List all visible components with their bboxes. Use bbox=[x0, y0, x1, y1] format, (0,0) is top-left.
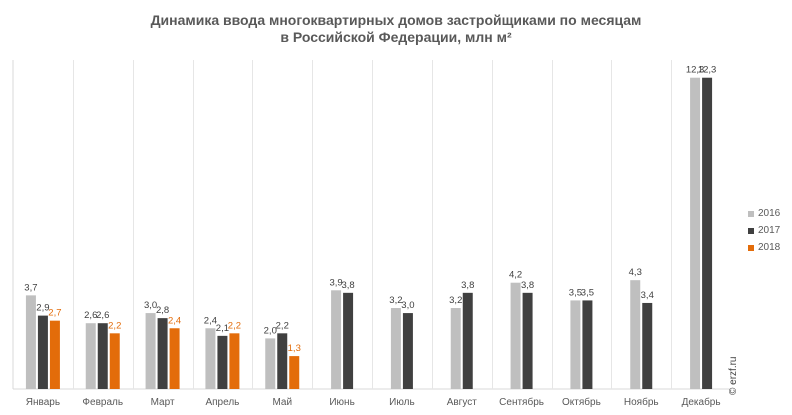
bar-2016-12 bbox=[690, 77, 701, 389]
data-label-2017-9: 3,8 bbox=[521, 280, 534, 291]
legend-label-2018: 2018 bbox=[758, 242, 781, 253]
x-tick-label: Декабрь bbox=[682, 396, 721, 408]
chart-legend: 2016 2017 2018 bbox=[748, 205, 780, 256]
data-label-2016-9: 4,2 bbox=[509, 270, 522, 281]
data-label-2017-8: 3,8 bbox=[461, 280, 474, 291]
data-label-2017-5: 2,2 bbox=[276, 320, 289, 331]
bar-2016-2 bbox=[85, 323, 96, 389]
data-label-2016-8: 3,2 bbox=[449, 295, 462, 306]
bar-2016-4 bbox=[205, 328, 216, 389]
data-label-2018-5: 1,3 bbox=[288, 343, 301, 354]
chart-title: Динамика ввода многоквартирных домов зас… bbox=[0, 12, 792, 46]
bar-2017-12 bbox=[702, 77, 713, 389]
bar-2016-9 bbox=[510, 282, 521, 389]
bar-2017-3 bbox=[157, 318, 168, 389]
bar-2017-1 bbox=[37, 315, 48, 389]
legend-item-2018: 2018 bbox=[748, 239, 780, 256]
x-tick-label: Апрель bbox=[205, 397, 239, 408]
data-label-2016-3: 3,0 bbox=[144, 300, 157, 311]
bar-2018-4 bbox=[229, 333, 240, 389]
data-label-2017-4: 2,1 bbox=[216, 323, 229, 334]
bar-2016-11 bbox=[630, 280, 641, 389]
legend-item-2017: 2017 bbox=[748, 222, 780, 239]
data-label-2017-12: 12,3 bbox=[698, 65, 717, 76]
bar-2017-8 bbox=[462, 292, 473, 389]
x-tick-label: Июнь bbox=[329, 397, 354, 408]
data-label-2017-1: 2,9 bbox=[36, 303, 49, 314]
x-tick-label: Январь bbox=[26, 397, 60, 408]
data-label-2018-2: 2,2 bbox=[108, 320, 121, 331]
legend-label-2016: 2016 bbox=[758, 208, 781, 219]
bar-2018-2 bbox=[109, 333, 120, 389]
bar-2016-3 bbox=[145, 313, 156, 389]
data-label-2017-7: 3,0 bbox=[401, 300, 414, 311]
x-tick-label: Август bbox=[447, 397, 478, 408]
chart-title-line-1: Динамика ввода многоквартирных домов зас… bbox=[150, 12, 642, 28]
bar-2018-3 bbox=[169, 328, 180, 389]
chart-title-line-2: в Российской Федерации, млн м² bbox=[280, 29, 512, 45]
data-label-2017-6: 3,8 bbox=[341, 280, 354, 291]
data-label-2018-3: 2,4 bbox=[168, 315, 181, 326]
bar-2018-1 bbox=[49, 320, 60, 389]
bar-2016-1 bbox=[25, 295, 36, 389]
x-tick-label: Февраль bbox=[82, 397, 123, 408]
bar-2018-5 bbox=[289, 356, 300, 389]
x-tick-label: Март bbox=[151, 397, 175, 408]
data-label-2016-5: 2,0 bbox=[264, 325, 277, 336]
watermark: © erzf.ru bbox=[728, 356, 739, 396]
bar-2017-4 bbox=[217, 335, 228, 389]
data-label-2016-7: 3,2 bbox=[389, 295, 402, 306]
legend-item-2016: 2016 bbox=[748, 205, 780, 222]
x-tick-label: Май bbox=[272, 397, 292, 408]
bar-2017-7 bbox=[402, 313, 413, 389]
data-label-2016-12: 12,3 bbox=[686, 65, 705, 76]
bar-2017-9 bbox=[522, 292, 533, 389]
data-label-2018-1: 2,7 bbox=[48, 308, 61, 319]
data-label-2018-4: 2,2 bbox=[228, 320, 241, 331]
bar-2017-5 bbox=[277, 333, 288, 389]
bar-2016-5 bbox=[265, 338, 276, 389]
x-tick-label: Июль bbox=[389, 397, 415, 408]
data-label-2016-1: 3,7 bbox=[24, 282, 37, 293]
x-tick-label: Ноябрь bbox=[624, 396, 659, 408]
legend-label-2017: 2017 bbox=[758, 225, 781, 236]
x-tick-label: Октябрь bbox=[562, 396, 601, 408]
bar-2017-2 bbox=[97, 323, 108, 389]
data-label-2017-2: 2,6 bbox=[96, 310, 109, 321]
data-label-2016-4: 2,4 bbox=[204, 315, 217, 326]
data-label-2016-2: 2,6 bbox=[84, 310, 97, 321]
bar-2016-10 bbox=[570, 300, 581, 389]
data-label-2016-6: 3,9 bbox=[329, 277, 342, 288]
x-tick-label: Сентябрь bbox=[499, 396, 544, 408]
data-label-2017-11: 3,4 bbox=[641, 290, 654, 301]
bar-2017-10 bbox=[582, 300, 593, 389]
bar-2016-8 bbox=[450, 308, 461, 389]
bar-2017-11 bbox=[642, 302, 653, 389]
legend-swatch-2016 bbox=[748, 210, 754, 217]
bar-2017-6 bbox=[343, 292, 354, 389]
bar-2016-7 bbox=[390, 308, 401, 389]
data-label-2017-3: 2,8 bbox=[156, 305, 169, 316]
bar-2016-6 bbox=[331, 290, 342, 389]
legend-swatch-2017 bbox=[748, 227, 754, 234]
legend-swatch-2018 bbox=[748, 244, 754, 251]
data-label-2016-10: 3,5 bbox=[569, 287, 582, 298]
data-label-2016-11: 4,3 bbox=[629, 267, 642, 278]
data-label-2017-10: 3,5 bbox=[581, 287, 594, 298]
